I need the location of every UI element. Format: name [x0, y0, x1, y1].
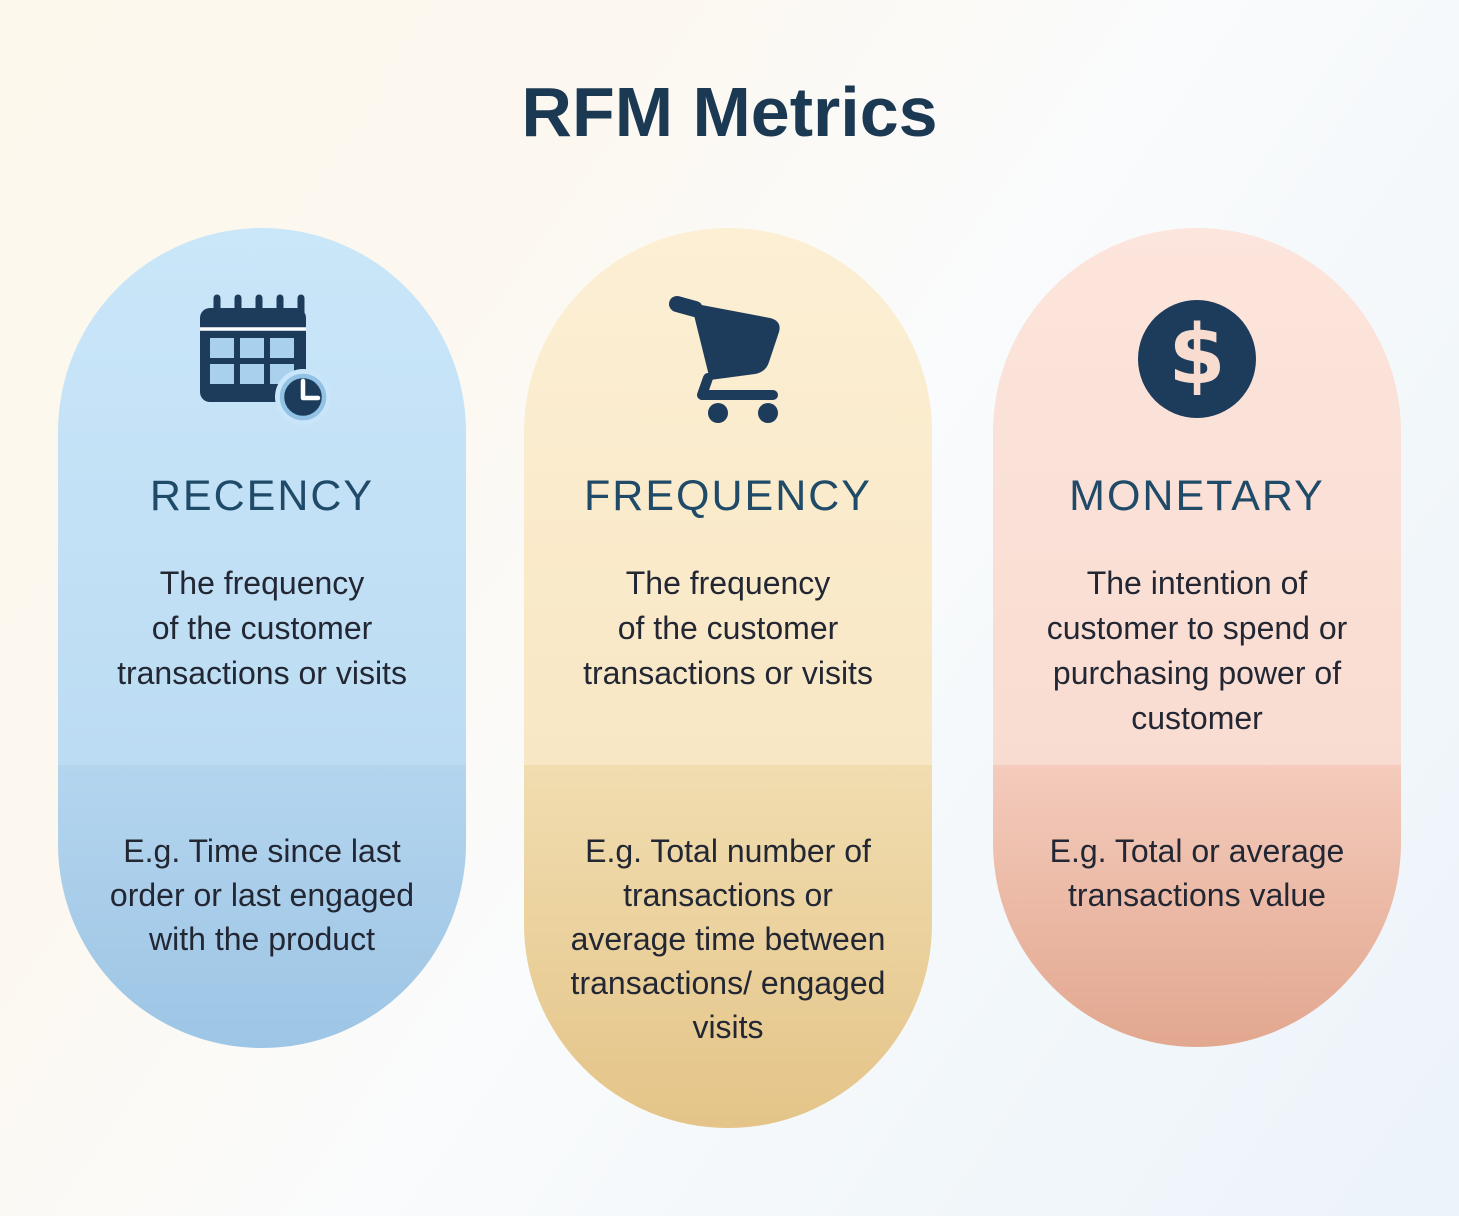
card-recency-example: E.g. Time since last order or last engag… [109, 833, 415, 957]
card-monetary-example: E.g. Total or average transactions value [1049, 833, 1345, 913]
card-recency-top-section: RECENCY The frequency of the customer tr… [58, 228, 466, 765]
shopping-cart-icon [524, 284, 932, 434]
card-frequency-heading: FREQUENCY [584, 472, 872, 520]
card-frequency-example-section: E.g. Total number of transactions or ave… [524, 765, 932, 1128]
dollar-icon: $ [993, 284, 1401, 434]
card-monetary-description: The intention of customer to spend or pu… [1046, 565, 1348, 736]
page-title: RFM Metrics [521, 73, 938, 151]
card-monetary-top-section: $ MONETARY The intention of customer to … [993, 228, 1401, 765]
calendar-clock-icon [58, 284, 466, 434]
card-monetary-example-section: E.g. Total or average transactions value [993, 765, 1401, 1047]
card-monetary: $ MONETARY The intention of customer to … [993, 228, 1401, 1047]
card-frequency: FREQUENCY The frequency of the customer … [524, 228, 932, 1128]
card-frequency-description: The frequency of the customer transactio… [583, 565, 873, 691]
card-frequency-top-section: FREQUENCY The frequency of the customer … [524, 228, 932, 765]
card-recency-example-section: E.g. Time since last order or last engag… [58, 765, 466, 1048]
dollar-glyph: $ [1168, 308, 1226, 403]
dollar-circle: $ [1138, 300, 1256, 418]
card-recency-description: The frequency of the customer transactio… [117, 565, 407, 691]
card-recency: RECENCY The frequency of the customer tr… [58, 228, 466, 1048]
card-recency-heading: RECENCY [149, 472, 375, 520]
card-monetary-heading: MONETARY [1069, 472, 1325, 520]
card-frequency-example: E.g. Total number of transactions or ave… [570, 833, 886, 1045]
